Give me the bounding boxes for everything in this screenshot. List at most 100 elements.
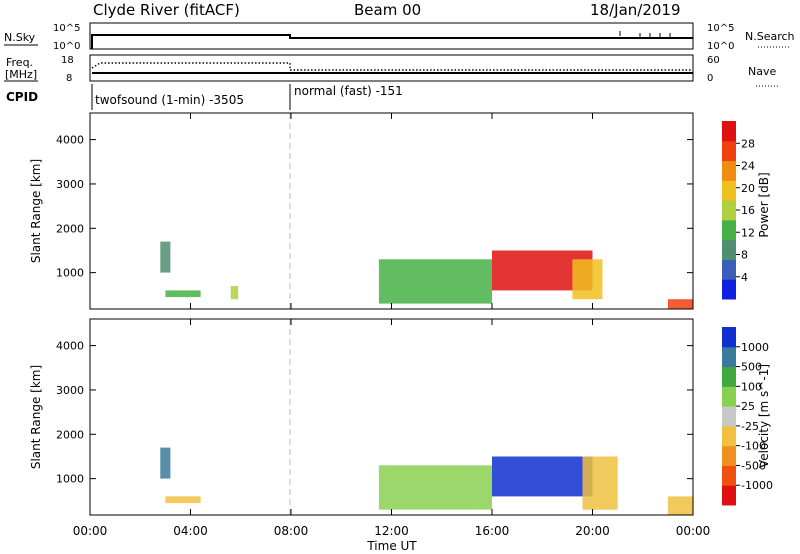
colorbar-tick-label: 500: [741, 361, 762, 374]
velocity-x-axis: 00:00 04:00 08:00 12:00 16:00 20:00 00:00: [73, 319, 711, 538]
colorbar-segment: [722, 140, 736, 162]
colorbar-segment: [722, 279, 736, 300]
colorbar-segment: [722, 366, 736, 387]
nsearch-tick-bottom: 10^0: [707, 41, 734, 52]
freq-tick-top: 18: [61, 55, 74, 66]
velocity-y-axis: 1000 2000 3000 4000: [56, 340, 693, 486]
x-tick-label: 12:00: [374, 524, 409, 538]
colorbar-segment: [722, 180, 736, 201]
power-y-axis: 1000 2000 3000 4000: [56, 134, 693, 280]
velocity-data-layer: [160, 447, 693, 515]
nsearch-label: N.Search: [745, 30, 795, 43]
echo-region-6: [667, 299, 693, 309]
freq-tick-bottom: 8: [66, 73, 72, 84]
echo-region-2: [230, 285, 239, 300]
velocity-colorbar-label: Velocity [m s^-1]: [757, 364, 771, 468]
colorbar-segment: [722, 160, 736, 181]
y-tick-label: 2000: [56, 428, 84, 441]
colorbar-tick-label: 100: [741, 380, 762, 393]
power-data-layer: [160, 241, 693, 309]
x-tick-label: 20:00: [575, 524, 610, 538]
echo-region-1: [165, 290, 201, 298]
colorbar-tick-label: 12: [741, 226, 755, 239]
colorbar-segment: [722, 445, 736, 466]
nsearch-tick-top: 10^5: [707, 23, 734, 34]
power-colorbar-label: Power [dB]: [757, 172, 771, 237]
colorbar-tick-label: 28: [741, 137, 755, 150]
power-panel: 1000 2000 3000 4000 Slant Range [km] 4 8 12 16…: [29, 112, 771, 310]
x-axis-label: Time UT: [366, 539, 417, 553]
colorbar-segment: [722, 465, 736, 486]
colorbar-segment: [722, 425, 736, 447]
nsky-label: N.Sky: [4, 31, 36, 44]
x-tick-label: 00:00: [73, 524, 108, 538]
x-tick-label: 08:00: [274, 524, 309, 538]
x-tick-label: 00:00: [676, 524, 711, 538]
y-tick-label: 4000: [56, 340, 84, 353]
nsearch-spikes: [619, 31, 671, 37]
colorbar-tick-label: -1000: [741, 479, 773, 492]
colorbar-segment: [722, 327, 736, 348]
velocity-panel: 1000 2000 3000 4000 00:00 04:00 08:00 12:00 16:…: [29, 318, 773, 553]
colorbar-segment: [722, 121, 736, 142]
nave-tick-bottom: 0: [707, 73, 713, 84]
echo-region-0: [160, 447, 171, 479]
y-tick-label: 2000: [56, 222, 84, 235]
echo-region-2: [378, 465, 492, 510]
nsky-tick-bottom: 10^0: [53, 41, 80, 52]
echo-region-1: [165, 496, 201, 504]
x-tick-label: 04:00: [173, 524, 208, 538]
colorbar-tick-label: 25: [741, 400, 755, 413]
nave-tick-top: 60: [707, 55, 720, 66]
freq-label: Freq.: [6, 56, 33, 69]
cpid-panel: CPID twofsound (1-min) -3505 normal (fas…: [6, 84, 403, 110]
nsky-tick-top: 10^5: [53, 23, 80, 34]
echo-region-3: [492, 456, 593, 497]
colorbar-segment: [722, 406, 736, 427]
beam-title: Beam 00: [354, 1, 421, 19]
y-tick-label: 3000: [56, 178, 84, 191]
x-tick-label: 16:00: [475, 524, 510, 538]
colorbar-segment: [722, 485, 736, 506]
freq-unit: [MHz]: [5, 68, 37, 81]
colorbar-tick-label: 4: [741, 271, 748, 284]
colorbar-tick-label: 16: [741, 204, 755, 217]
echo-region-3: [378, 259, 492, 304]
station-title: Clyde River (fitACF): [93, 1, 240, 19]
power-ylabel: Slant Range [km]: [29, 159, 43, 263]
colorbar-tick-label: -100: [741, 440, 766, 453]
echo-region-5: [667, 496, 693, 515]
colorbar-segment: [722, 239, 736, 260]
freq-panel: Freq. [MHz] 18 8 60 0 Nave: [4, 54, 778, 87]
cpid-label: CPID: [6, 90, 38, 104]
y-tick-label: 4000: [56, 134, 84, 147]
nsky-panel: N.Sky 10^5 10^0 10^5 10^0 N.Search: [4, 22, 795, 52]
nave-label: Nave: [748, 65, 776, 78]
velocity-ylabel: Slant Range [km]: [29, 365, 43, 469]
colorbar-tick-label: -25: [741, 420, 759, 433]
power-x-ticks: [89, 113, 694, 309]
cpid-mode-2: normal (fast) -151: [294, 84, 403, 98]
colorbar-segment: [722, 346, 736, 368]
nave-trace: [91, 62, 693, 71]
date-title: 18/Jan/2019: [590, 1, 681, 19]
y-tick-label: 1000: [56, 473, 84, 486]
colorbar-segment: [722, 386, 736, 407]
colorbar-tick-label: 20: [741, 182, 755, 195]
colorbar-tick-label: 1000: [741, 341, 769, 354]
colorbar-segment: [722, 219, 736, 241]
echo-region-4: [582, 456, 618, 510]
colorbar-tick-label: 8: [741, 249, 748, 262]
colorbar-segment: [722, 259, 736, 280]
colorbar-segment: [722, 200, 736, 221]
cpid-mode-1: twofsound (1-min) -3505: [95, 93, 244, 107]
nsky-frame: [89, 22, 694, 50]
echo-region-5: [572, 259, 603, 300]
velocity-colorbar: -1000 -500 -100 -25 25 100 500 1000: [722, 327, 773, 506]
colorbar-tick-label: 24: [741, 160, 755, 173]
power-colorbar: 4 8 12 16 20 24 28: [722, 121, 755, 300]
freq-frame: [89, 54, 694, 82]
echo-region-0: [160, 241, 171, 273]
y-tick-label: 1000: [56, 267, 84, 280]
